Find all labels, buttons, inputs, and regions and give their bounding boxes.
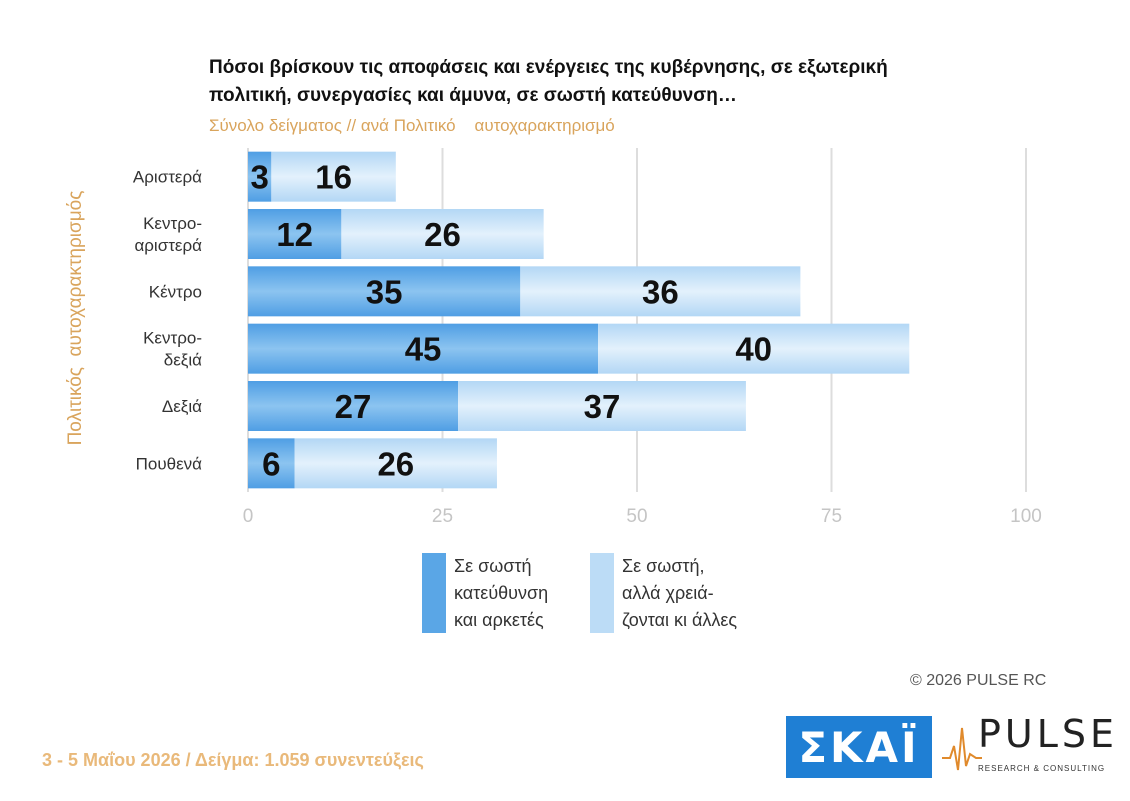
data-label-series-2-1: 26 — [424, 216, 461, 253]
data-label-series-1-4: 27 — [335, 388, 372, 425]
data-label-series-1-0: 3 — [250, 159, 268, 196]
pulse-wave-icon — [942, 727, 982, 771]
x-tick-label-25: 25 — [432, 506, 453, 527]
category-label-2: Κέντρο — [149, 282, 202, 301]
bar-series-2-4 — [458, 381, 746, 431]
bar-series-2-1 — [341, 209, 544, 259]
x-tick-label-100: 100 — [1010, 506, 1042, 527]
bar-series-1-1 — [248, 209, 342, 259]
pulse-wordmark: PULSE — [978, 712, 1119, 756]
legend-swatch-series-1 — [422, 553, 446, 633]
bar-series-1-5 — [248, 438, 295, 489]
bar-series-1-0 — [248, 151, 272, 202]
pulse-logo: PULSE RESEARCH & CONSULTING — [942, 712, 1114, 782]
bar-series-2-3 — [598, 323, 910, 374]
bar-series-1-2 — [248, 266, 521, 317]
data-label-series-2-0: 16 — [315, 159, 352, 196]
data-label-series-1-2: 35 — [366, 273, 403, 310]
data-label-series-1-5: 6 — [262, 445, 280, 482]
category-label-5: Πουθενά — [136, 454, 203, 473]
data-label-series-2-4: 37 — [584, 388, 621, 425]
data-label-series-1-1: 12 — [276, 216, 313, 253]
legend-item-series-2: Σε σωστή, αλλά χρειά- ζονται κι άλλες — [590, 553, 737, 634]
x-tick-label-0: 0 — [243, 506, 254, 527]
legend-label-series-2: Σε σωστή, αλλά χρειά- ζονται κι άλλες — [622, 556, 738, 630]
category-label-4: Δεξιά — [162, 397, 202, 416]
x-tick-label-50: 50 — [626, 506, 647, 527]
data-label-series-2-5: 26 — [377, 445, 414, 482]
bar-series-1-3 — [248, 323, 599, 374]
copyright-notice: © 2026 PULSE RC — [910, 672, 1047, 689]
bar-series-2-5 — [294, 438, 497, 489]
category-label-1: Κεντρο-αριστερά — [134, 214, 202, 255]
survey-footer: 3 - 5 Μαΐου 2026 / Δείγμα: 1.059 συνεντε… — [42, 750, 424, 770]
skai-logo: ΣΚΑΪ — [786, 716, 932, 778]
data-label-series-1-3: 45 — [405, 331, 442, 368]
legend-label-series-1: Σε σωστή κατεύθυνση και αρκετές — [454, 556, 549, 630]
pulse-tagline: RESEARCH & CONSULTING — [978, 764, 1106, 773]
chart-subtitle: Σύνολο δείγματος // ανά Πολιτικό αυτοχαρ… — [209, 116, 615, 135]
x-tick-label-75: 75 — [821, 506, 842, 527]
data-label-series-2-3: 40 — [735, 331, 772, 368]
bar-series-1-4 — [248, 381, 459, 431]
bar-series-2-0 — [271, 151, 396, 202]
bar-series-2-2 — [520, 266, 801, 317]
data-label-series-2-2: 36 — [642, 273, 679, 310]
chart-title: Πόσοι βρίσκουν τις αποφάσεις και ενέργει… — [209, 57, 888, 106]
legend-swatch-series-2 — [590, 553, 614, 633]
category-label-3: Κεντρο-δεξιά — [143, 329, 202, 370]
legend-item-series-1: Σε σωστή κατεύθυνση και αρκετές — [422, 553, 548, 634]
category-label-0: Αριστερά — [133, 168, 202, 187]
